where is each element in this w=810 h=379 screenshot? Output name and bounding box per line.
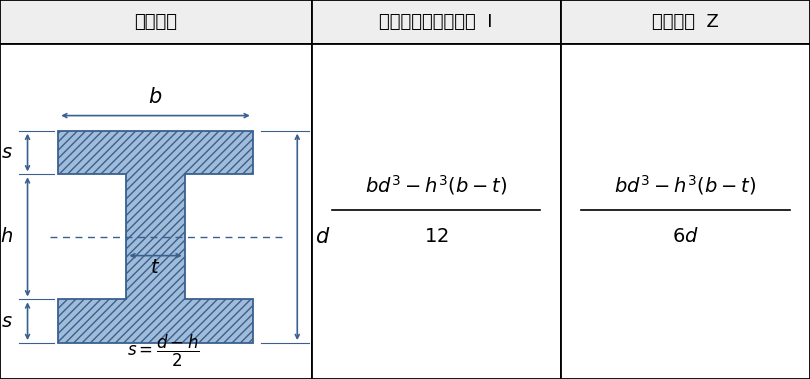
Text: $s$: $s$ [1,143,13,162]
Text: $12$: $12$ [424,227,449,246]
Text: $t$: $t$ [151,258,160,277]
Bar [561,44,810,379]
Text: 断面形状: 断面形状 [134,13,177,31]
Bar [0,0,312,44]
Text: $6d$: $6d$ [671,227,699,246]
Text: 断面係数  Z: 断面係数 Z [652,13,718,31]
Text: $bd^3 - h^3(b-t)$: $bd^3 - h^3(b-t)$ [365,173,507,197]
Bar [561,0,810,44]
Bar [0,44,312,379]
Bar [312,0,561,44]
Text: $d$: $d$ [315,227,330,247]
Text: $s$: $s$ [1,312,13,331]
Polygon shape [58,131,253,343]
Text: 断面二次モーメント  I: 断面二次モーメント I [379,13,493,31]
Text: $h$: $h$ [0,227,13,246]
Bar [312,44,561,379]
Text: $s=\dfrac{d-h}{2}$: $s=\dfrac{d-h}{2}$ [127,332,200,369]
Text: $b$: $b$ [148,87,163,107]
Text: $bd^3 - h^3(b-t)$: $bd^3 - h^3(b-t)$ [614,173,757,197]
